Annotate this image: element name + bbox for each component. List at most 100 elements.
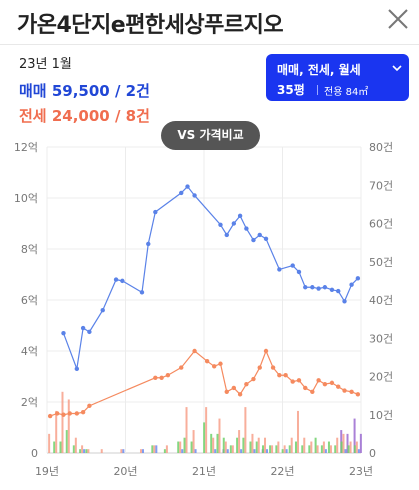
volume-bar [329, 445, 332, 453]
volume-bar [194, 449, 197, 453]
y-right-tick-label: 80건 [369, 141, 393, 154]
volume-bar [139, 449, 142, 453]
jeonse-label: 전세 [19, 107, 47, 125]
jeonse-point [192, 348, 197, 354]
volume-bar [229, 445, 232, 453]
volume-bar [327, 441, 330, 453]
jeonse-point [296, 378, 302, 383]
volume-bar [349, 441, 352, 453]
y-left-tick-label: 4억 [21, 345, 38, 358]
trade-point [61, 330, 66, 336]
volume-bar [301, 445, 304, 453]
header: 가온4단지e편한세상푸르지오 [0, 0, 419, 44]
volume-bar [269, 445, 272, 453]
jeonse-point [336, 384, 341, 389]
x-tick-label: 22년 [270, 465, 294, 478]
volume-bar [214, 449, 217, 453]
trade-point [179, 190, 184, 196]
trade-point [237, 213, 243, 219]
volume-bar [83, 449, 86, 453]
jeonse-point [244, 381, 249, 387]
volume-bar [346, 433, 349, 453]
volume-bar [281, 449, 284, 453]
trade-point [290, 263, 295, 268]
volume-bar [288, 445, 291, 453]
volume-bar [155, 445, 158, 453]
trade-point [329, 287, 335, 292]
trade-point [100, 308, 105, 313]
volume-bar [275, 445, 278, 453]
volume-bar [203, 422, 206, 453]
volume-bar [224, 441, 227, 453]
jeonse-point [270, 365, 276, 370]
jeonse-point [55, 411, 60, 416]
volume-bar [290, 437, 293, 453]
filter-button[interactable]: 매매, 전세, 월세 35평 전용 84㎡ [266, 54, 409, 101]
volume-bar [85, 449, 88, 453]
jeonse-point [87, 403, 92, 409]
trade-point [113, 277, 119, 282]
jeonse-point [237, 392, 243, 397]
volume-bar [236, 437, 239, 453]
compare-button[interactable]: VS 가격비교 [161, 121, 260, 150]
jeonse-point [212, 364, 217, 369]
jeonse-point [303, 385, 308, 391]
volume-bar [308, 445, 311, 453]
jeonse-point [251, 376, 256, 382]
jeonse-point [67, 411, 72, 416]
trade-point [257, 232, 262, 238]
volume-bar [340, 441, 343, 453]
jeonse-value: 24,000 / 8건 [51, 107, 150, 125]
volume-bar [336, 437, 339, 453]
volume-bar [65, 430, 68, 453]
jeonse-point [322, 381, 328, 387]
volume-bar [257, 437, 260, 453]
jeonse-point [277, 373, 282, 378]
jeonse-point [290, 379, 295, 384]
jeonse-summary: 전세 24,000 / 8건 [19, 105, 150, 126]
trade-point [192, 193, 197, 198]
volume-bar [324, 449, 327, 453]
volume-bar [216, 433, 219, 453]
jeonse-point [349, 389, 354, 394]
volume-bar [218, 418, 221, 453]
jeonse-point [179, 365, 184, 370]
y-left-tick-label: 6억 [21, 294, 38, 307]
volume-bar [53, 441, 56, 453]
volume-bar [322, 441, 325, 453]
trade-point [80, 325, 86, 331]
jeonse-point [329, 380, 335, 386]
volume-bar [353, 418, 356, 453]
y-left-tick-label: 8억 [21, 243, 38, 256]
close-icon[interactable] [383, 4, 413, 34]
trade-point [355, 276, 361, 281]
volume-bar [141, 449, 144, 453]
volume-bar [183, 437, 186, 453]
volume-bar [120, 449, 123, 453]
page-title: 가온4단지e편한세상푸르지오 [17, 13, 284, 38]
volume-bar [355, 441, 358, 453]
trade-point [74, 366, 80, 372]
volume-bar [253, 449, 256, 453]
jeonse-point [342, 388, 347, 393]
trade-point [310, 285, 315, 290]
volume-bar [238, 430, 241, 453]
volume-bar [357, 449, 360, 453]
volume-bar [296, 410, 299, 453]
volume-bar [163, 449, 166, 453]
volume-bar [72, 445, 75, 453]
price-chart[interactable]: 0 2억 4억 6억 8억 10억 12억 0 10건 20건 30건 40건 50건 60건 70건 80건… [0, 138, 419, 490]
volume-bar [320, 445, 323, 453]
y-right-tick-label: 70건 [369, 179, 393, 192]
jeonse-point [310, 389, 315, 394]
volume-bar [67, 399, 70, 453]
filter-separator [317, 85, 318, 95]
volume-bar [151, 445, 154, 453]
x-tick-label: 19년 [35, 465, 59, 478]
volume-bar [342, 433, 345, 453]
volume-bar [192, 430, 195, 453]
trade-point [153, 209, 158, 215]
jeonse-point [218, 361, 223, 366]
volume-bar [344, 449, 347, 453]
trade-point [349, 282, 354, 287]
